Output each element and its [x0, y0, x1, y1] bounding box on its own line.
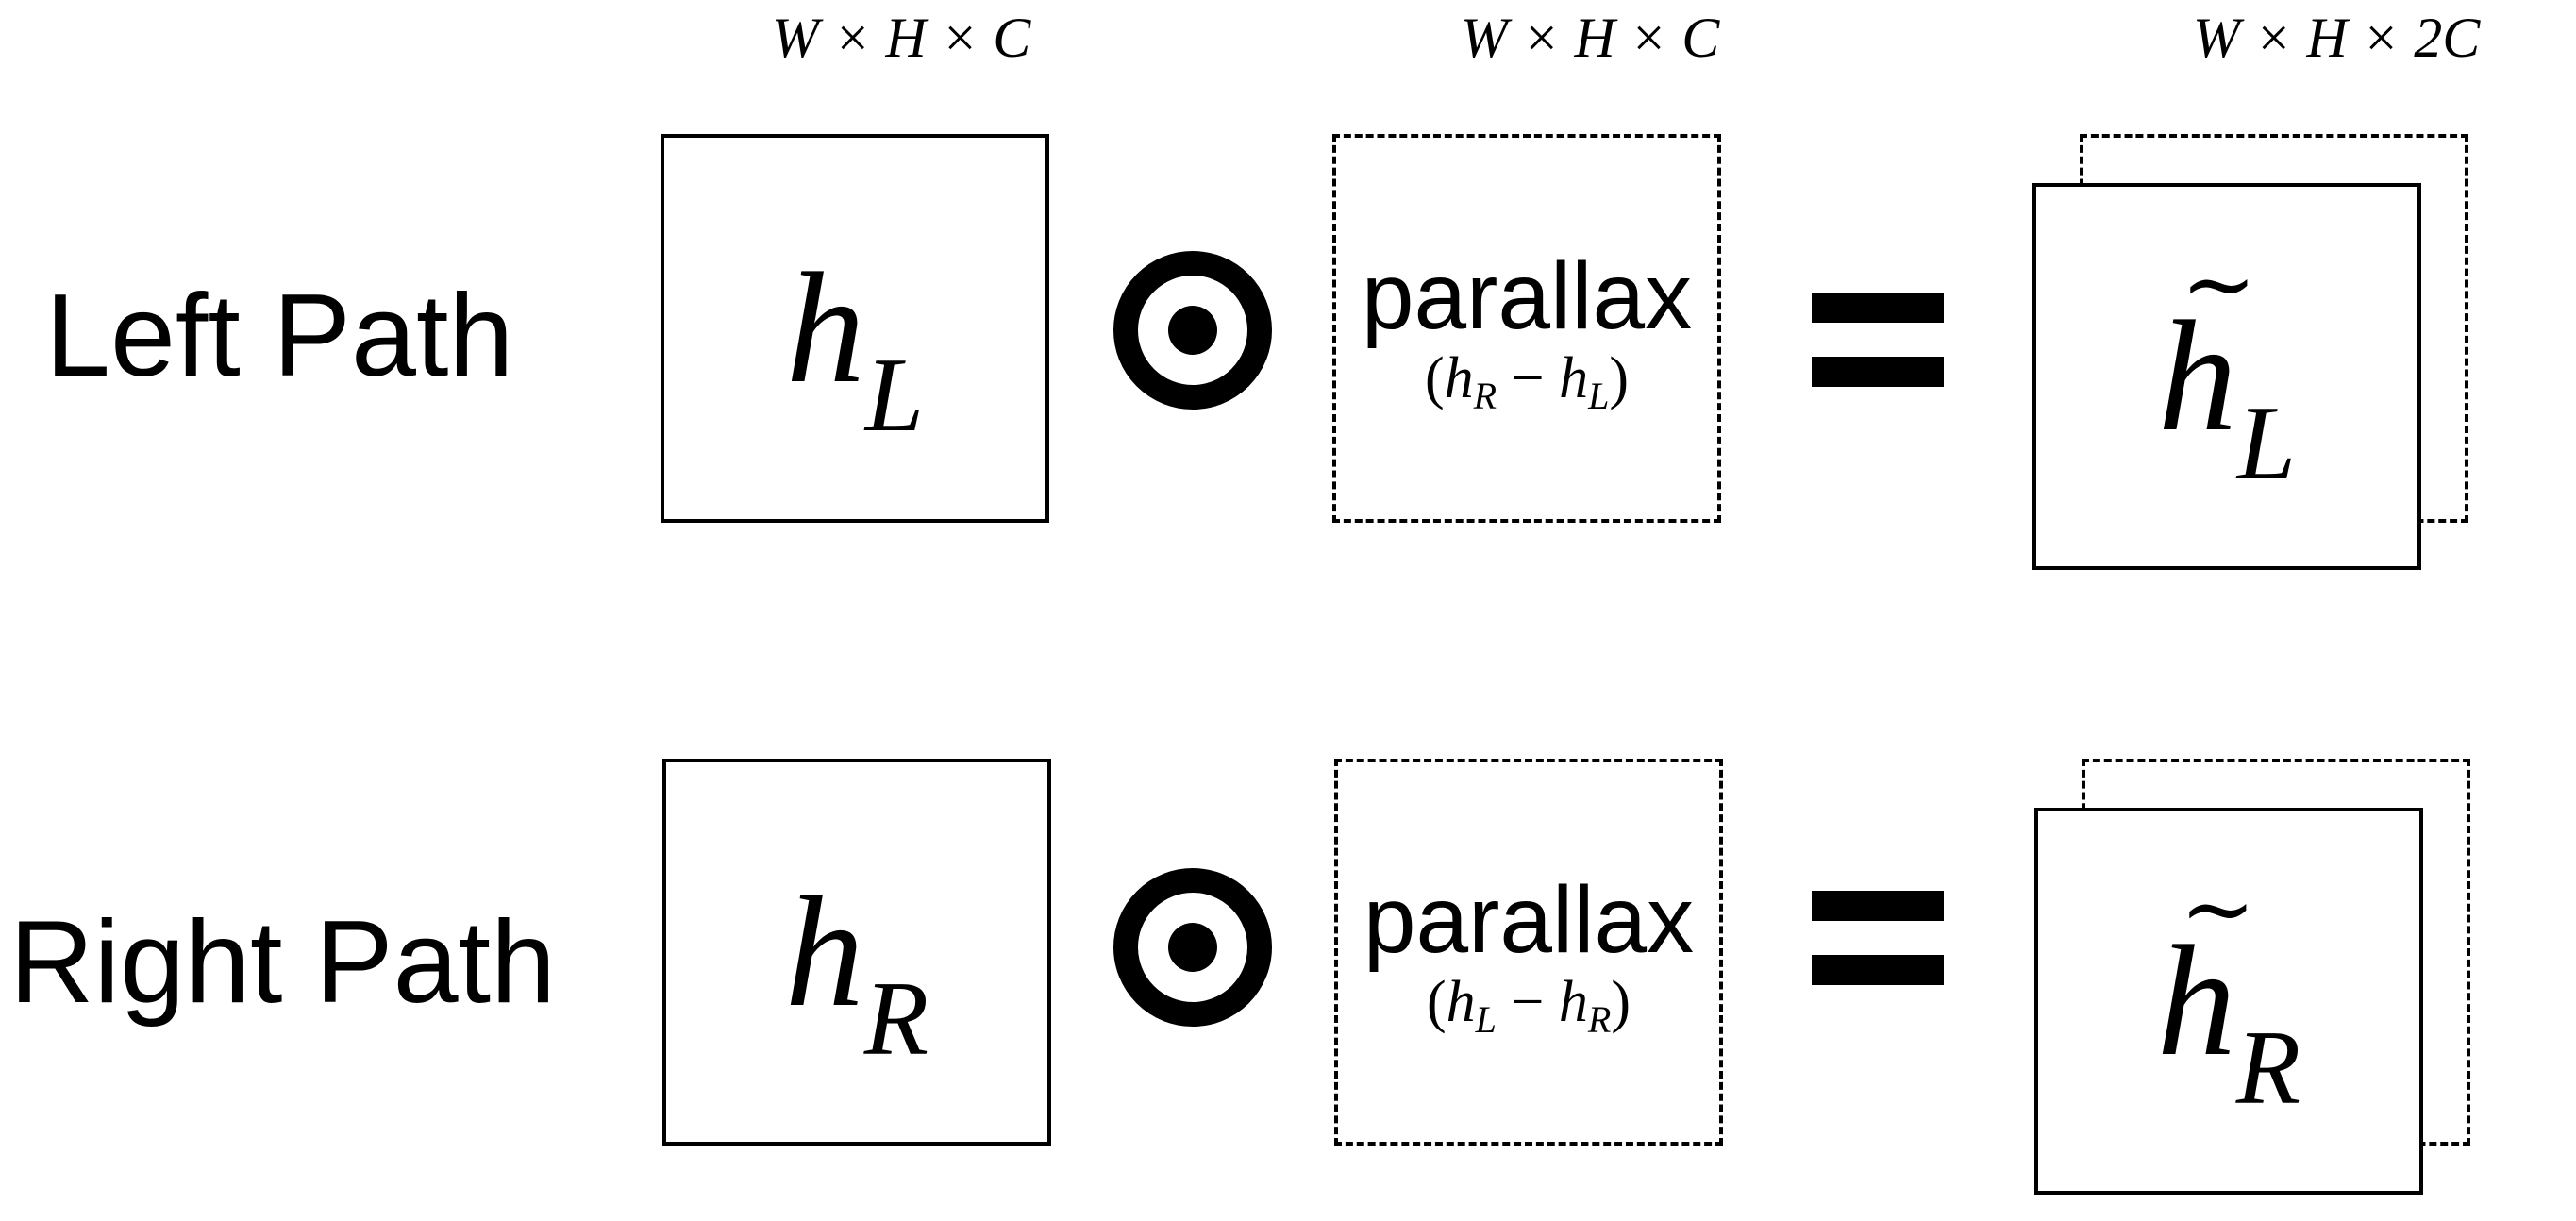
right-hadamard-operator: [1113, 868, 1272, 1027]
tilde-accent: ~: [2181, 231, 2257, 337]
right-equals-sign: [1812, 891, 1944, 985]
left-input-box: hL: [661, 134, 1049, 523]
parallax-dimension-label: W × H × C: [1461, 7, 1720, 69]
left-path-label: Left Path: [45, 271, 514, 401]
right-parallax-box: parallax (hL − hR): [1334, 759, 1723, 1146]
left-parallax-box: parallax (hR − hL): [1332, 134, 1721, 523]
output-dimension-label: W × H × 2C: [2193, 7, 2481, 69]
right-output-box: h ~ R: [2034, 808, 2423, 1195]
right-output-symbol: h ~ R: [2156, 856, 2301, 1127]
left-hadamard-operator: [1113, 251, 1272, 410]
equals-bar-bottom: [1812, 955, 1944, 985]
left-output-symbol: h ~ L: [2157, 231, 2297, 502]
operator-dot: [1168, 306, 1217, 355]
right-parallax-word: parallax: [1363, 867, 1695, 973]
right-path-label: Right Path: [9, 897, 557, 1028]
right-parallax-expression: (hL − hR): [1427, 970, 1631, 1041]
tilde-accent: ~: [2180, 856, 2256, 962]
input-dimension-label: W × H × C: [772, 7, 1031, 69]
equals-bar-bottom: [1812, 357, 1944, 387]
right-input-symbol: hR: [784, 864, 929, 1078]
left-input-symbol: hL: [785, 241, 925, 454]
right-input-box: hR: [662, 759, 1051, 1146]
operator-dot: [1168, 923, 1217, 972]
left-equals-sign: [1812, 293, 1944, 387]
left-output-box: h ~ L: [2032, 183, 2421, 570]
equals-bar-top: [1812, 293, 1944, 323]
left-parallax-word: parallax: [1361, 243, 1693, 349]
left-parallax-expression: (hR − hL): [1425, 346, 1629, 417]
equals-bar-top: [1812, 891, 1944, 921]
